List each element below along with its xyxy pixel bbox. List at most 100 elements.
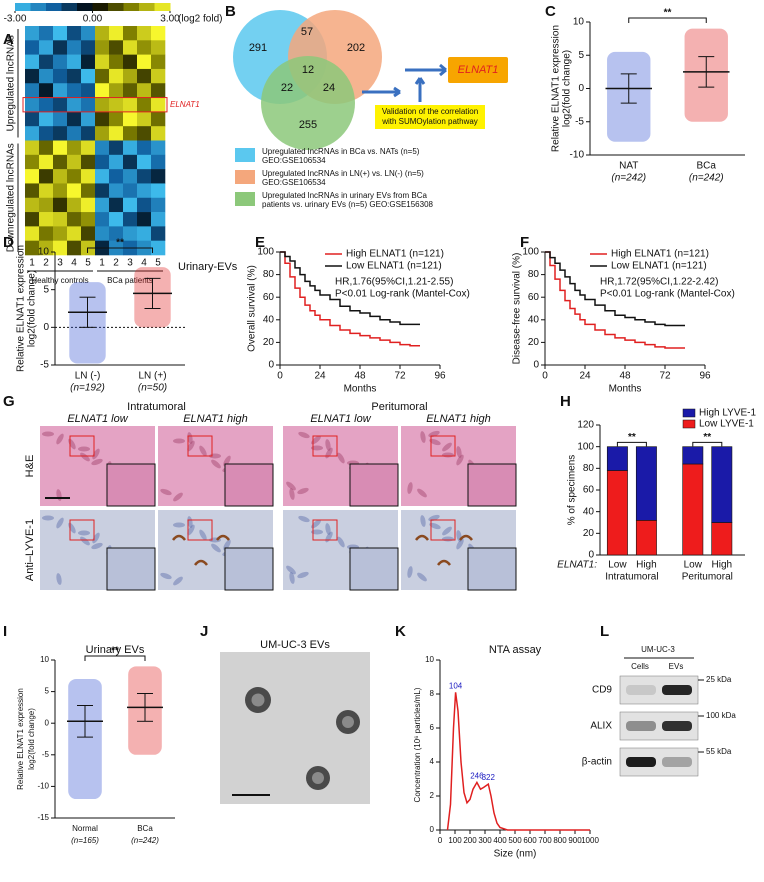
tissue-texture [92,448,100,460]
band-label: CD9 [592,685,612,696]
heatmap-cell [81,126,96,141]
heatmap-cell [39,68,54,84]
heatmap-cell [151,83,166,98]
heatmap-cell [151,212,166,227]
panel-label: J [200,623,208,640]
colorbar-segment [77,3,93,11]
heatmap-cell [123,111,138,127]
heatmap-cell [137,68,152,84]
bar-segment [682,446,704,465]
heatmap-cell [151,154,166,170]
significance: ** [116,238,124,249]
heatmap-cell [123,226,138,241]
heatmap-cell [109,26,124,41]
bar-segment [606,446,628,471]
tissue-texture [298,431,310,439]
colorbar-unit: (log2 fold) [178,14,222,25]
bar-segment [682,463,704,556]
heatmap-cell [67,212,82,227]
heatmap-cell [123,183,138,199]
significance-bracket [628,17,707,23]
column-label: 1 [99,258,105,269]
heatmap-cell [137,154,152,170]
column-label: 3 [127,258,133,269]
colorbar-segment [154,3,171,11]
venn-count: 291 [249,42,267,54]
tissue-texture [56,433,64,445]
bar-segment [635,446,657,521]
heatmap-cell [39,97,54,113]
colorbar-label: -3.00 [4,14,27,25]
y-tick-label: 20 [528,337,540,348]
panel-label: L [600,623,609,640]
inset [349,547,399,591]
x-axis-label: Months [344,384,377,395]
y-axis-label: log2(fold change) [27,270,38,347]
heatmap-cell [123,97,138,113]
band [662,685,692,695]
bar-segment [711,522,733,556]
y-tick-label: 20 [583,528,595,539]
y-tick-label: -10 [37,782,49,791]
tissue-texture [211,459,221,469]
heatmap-cell [137,226,152,241]
x-tick-label: LN (-) [75,371,101,382]
heatmap-cell [25,212,40,227]
tissue-texture [407,482,413,494]
vesicle-core [251,693,265,707]
group-label: Intratumoral [605,572,658,583]
tissue-texture [173,576,183,586]
venn-circle [261,56,355,150]
x-tick-label: NAT [619,161,638,172]
peak-label: 246 [470,772,484,781]
heatmap-cell [95,126,110,141]
significance-bracket [616,441,647,447]
tissue-texture [173,492,183,502]
inset [106,547,156,591]
y-tick-label: 100 [577,441,594,452]
inset [106,463,156,507]
heatmap-cell [53,111,68,127]
heatmap-cell [25,140,40,156]
legend-swatch [235,148,255,162]
x-tick-label: 1000 [581,836,599,845]
heatmap-cell [81,140,96,156]
heatmap-cell [95,197,110,213]
vessel-stain [172,534,186,541]
heatmap-cell [137,40,152,55]
heatmap-cell [39,140,54,156]
significance-bracket [84,655,146,661]
x-tick-label: 100 [448,836,462,845]
tissue-texture [325,523,331,535]
x-tick-label: 800 [553,836,567,845]
y-axis-label: Overall survival (%) [247,265,258,352]
heatmap-cell [67,54,82,70]
heatmap-cell [151,140,166,156]
heatmap-cell [95,169,110,184]
tissue-texture [187,524,195,536]
bar-segment [606,470,628,556]
heatmap-cell [25,68,40,84]
note-box [375,105,485,129]
y-tick-label: 0 [43,322,49,333]
x-axis-label: Months [609,384,642,395]
heatmap-cell [53,83,68,98]
x-tick-label: 500 [508,836,522,845]
tissue-texture [337,536,345,548]
heatmap-cell [137,26,152,41]
heatmap-cell [39,240,54,256]
y-axis-label: Disease-free survival (%) [512,253,523,365]
y-axis-label: % of specimens [567,455,578,526]
y-tick-label: 60 [583,485,595,496]
series-line [545,251,685,327]
y-tick-label: 100 [257,247,274,258]
panel-label: E [255,234,265,251]
heatmap-cell [151,183,166,199]
heatmap-cell [39,83,54,98]
heatmap-cell [25,169,40,184]
series-line [545,251,685,349]
venn-count: 12 [302,64,314,76]
column-label: 2 [113,258,119,269]
panel-label: I [3,623,7,640]
tissue-texture [289,488,295,500]
